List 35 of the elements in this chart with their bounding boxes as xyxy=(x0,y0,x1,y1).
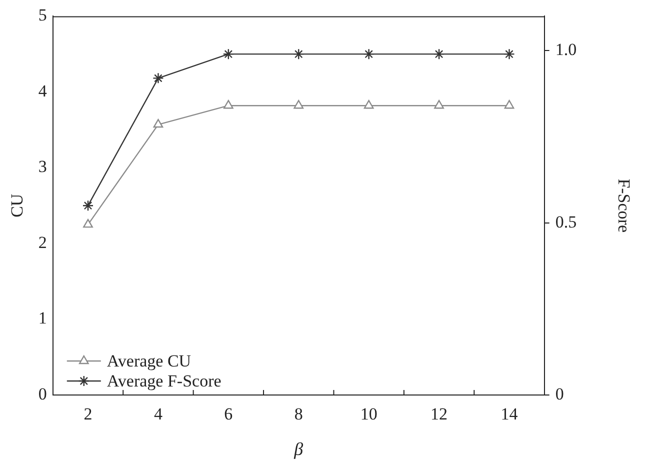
point xyxy=(222,48,234,60)
y-tick-label: 3 xyxy=(38,157,47,176)
point xyxy=(83,218,93,228)
y-tick-label: 0 xyxy=(38,384,47,404)
point xyxy=(434,100,444,109)
y-tick-label: 2 xyxy=(38,232,47,252)
point xyxy=(504,48,515,60)
x-tick-label: 12 xyxy=(430,404,448,424)
point xyxy=(152,72,164,84)
y2-tick-label: 0 xyxy=(555,384,564,404)
legend-label: Average CU xyxy=(106,351,192,370)
x-tick-label: 4 xyxy=(154,404,163,424)
y-tick-label: 5 xyxy=(38,6,47,25)
point xyxy=(153,118,164,128)
y2-tick-label: 0.5 xyxy=(555,212,577,232)
y-tick-label: 1 xyxy=(38,308,47,328)
x-tick-label: 14 xyxy=(500,404,518,424)
point xyxy=(504,100,514,109)
y-tick-label: 4 xyxy=(38,81,48,100)
y2-tick-label: 1.0 xyxy=(555,40,577,60)
x-tick-label: 10 xyxy=(360,404,378,424)
point xyxy=(364,100,374,109)
x-tick-label: 8 xyxy=(294,404,303,424)
x-tick-label: 2 xyxy=(84,404,92,424)
x-axis-title: β xyxy=(293,438,304,459)
y-axis-title: CU xyxy=(8,194,27,218)
point xyxy=(433,48,445,60)
legend-label: Average F-Score xyxy=(106,371,222,390)
point xyxy=(82,200,94,212)
x-tick-label: 6 xyxy=(224,404,233,424)
y2-axis-title: F-Score xyxy=(614,178,634,233)
point xyxy=(294,100,304,109)
point xyxy=(363,48,374,60)
point xyxy=(223,100,234,109)
point xyxy=(293,48,304,60)
